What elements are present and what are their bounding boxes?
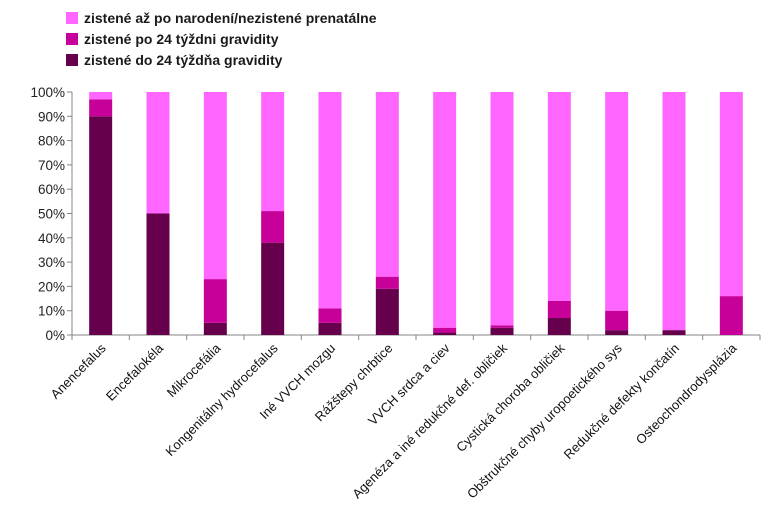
bar-segment bbox=[203, 322, 227, 335]
x-category-label: Mikrocefália bbox=[164, 340, 224, 400]
bar-segment bbox=[261, 211, 285, 243]
y-tick-label: 100% bbox=[30, 85, 65, 100]
bar-segment bbox=[547, 317, 571, 335]
bar-segment bbox=[203, 279, 227, 323]
bar-segment bbox=[375, 276, 399, 289]
legend-item: zistené po 24 týždni gravidity bbox=[66, 29, 377, 49]
bar-segment bbox=[490, 327, 514, 335]
legend-swatch bbox=[66, 54, 78, 66]
bar-segment bbox=[605, 310, 629, 331]
bar-segment bbox=[662, 330, 686, 335]
bar-segment bbox=[318, 308, 342, 323]
y-tick-label: 70% bbox=[38, 158, 65, 173]
bar-segment bbox=[261, 242, 285, 335]
y-tick-label: 10% bbox=[38, 304, 65, 319]
legend-swatch bbox=[66, 12, 78, 24]
y-tick-label: 50% bbox=[38, 207, 65, 222]
bar-segment bbox=[433, 332, 457, 335]
bar-segment bbox=[547, 300, 571, 318]
bar-segment bbox=[433, 327, 457, 333]
y-tick-label: 0% bbox=[45, 328, 65, 343]
bar-segment bbox=[490, 325, 514, 328]
y-tick-label: 30% bbox=[38, 255, 65, 270]
bar-segment bbox=[318, 322, 342, 335]
bar-segment bbox=[547, 92, 571, 301]
legend-label: zistené až po narodení/nezistené prenatá… bbox=[84, 10, 377, 26]
bar-segment bbox=[261, 92, 285, 212]
y-tick-label: 20% bbox=[38, 279, 65, 294]
legend: zistené až po narodení/nezistené prenatá… bbox=[66, 8, 377, 71]
x-category-label: Anencefalus bbox=[48, 340, 110, 402]
y-tick-label: 80% bbox=[38, 134, 65, 149]
legend-item: zistené až po narodení/nezistené prenatá… bbox=[66, 8, 377, 28]
bar-segment bbox=[89, 92, 113, 100]
y-tick-label: 40% bbox=[38, 231, 65, 246]
bar-segment bbox=[719, 92, 743, 297]
y-tick-label: 60% bbox=[38, 182, 65, 197]
x-category-label: Redukčné defekty končatín bbox=[561, 341, 683, 463]
x-category-label: Cystická choroba obličiek bbox=[453, 340, 568, 455]
legend-swatch bbox=[66, 33, 78, 45]
bar-segment bbox=[490, 92, 514, 326]
bar-segment bbox=[146, 92, 170, 214]
bar-segment bbox=[203, 92, 227, 280]
x-category-label: Encefalokéla bbox=[103, 340, 167, 404]
bar-segment bbox=[146, 213, 170, 335]
x-category-label: Osteochondrodysplázia bbox=[633, 340, 740, 447]
bar-segment bbox=[89, 99, 113, 117]
bar-segment bbox=[662, 92, 686, 331]
bar-segment bbox=[375, 92, 399, 277]
bar-segment bbox=[433, 92, 457, 328]
x-category-label: Kongenitálny hydrocefalus bbox=[162, 340, 281, 459]
legend-label: zistené do 24 týždňa gravidity bbox=[84, 52, 283, 68]
bar-segment bbox=[605, 330, 629, 335]
bar-segment bbox=[719, 296, 743, 335]
bar-segment bbox=[605, 92, 629, 311]
legend-label: zistené po 24 týždni gravidity bbox=[84, 31, 279, 47]
legend-item: zistené do 24 týždňa gravidity bbox=[66, 50, 377, 70]
bar-segment bbox=[318, 92, 342, 309]
y-tick-label: 90% bbox=[38, 109, 65, 124]
bar-segment bbox=[89, 116, 113, 335]
bar-segment bbox=[375, 288, 399, 335]
